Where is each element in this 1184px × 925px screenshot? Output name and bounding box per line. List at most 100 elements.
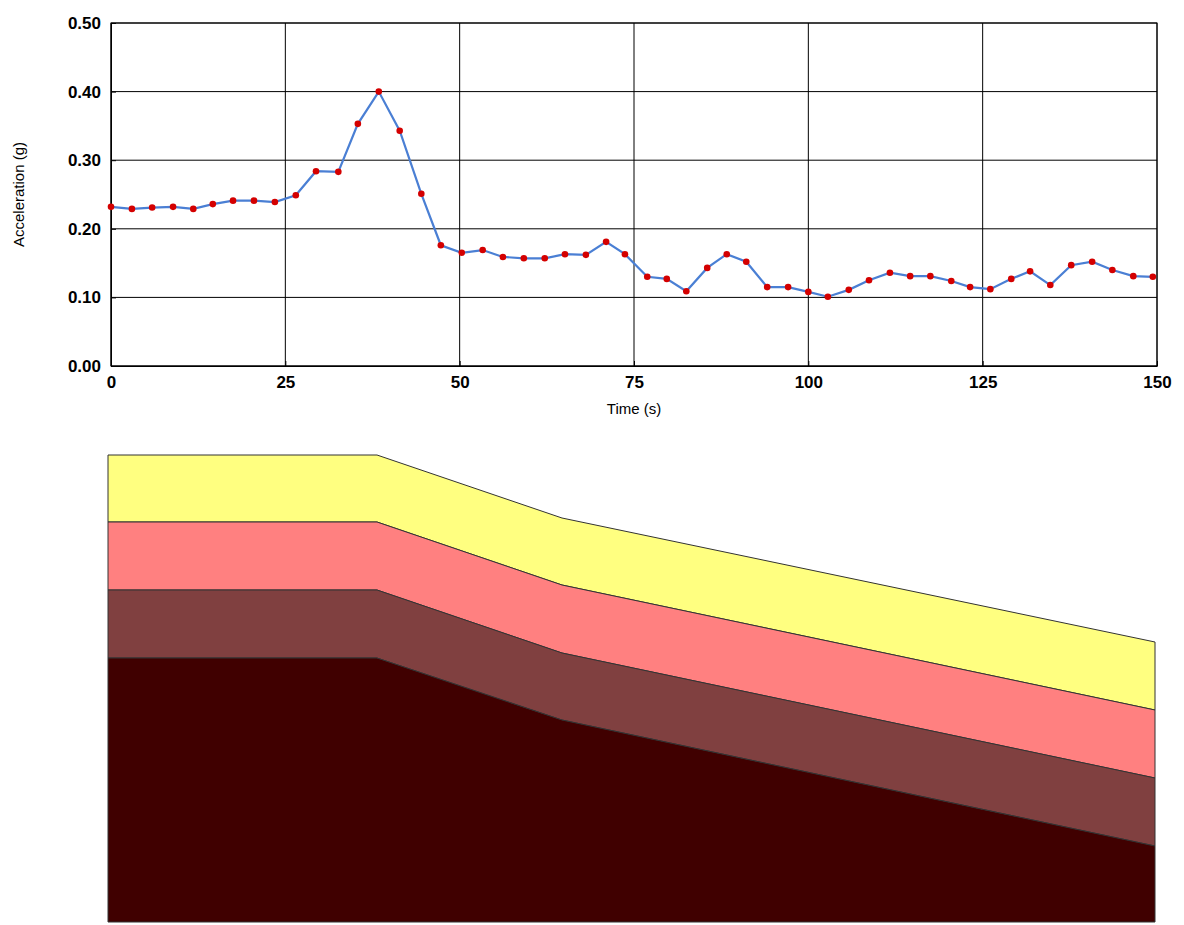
- marker: [603, 239, 610, 246]
- marker: [764, 284, 771, 291]
- y-axis-title: Acceleration (g): [10, 142, 27, 247]
- tick-mark: [111, 229, 116, 230]
- tick-mark: [111, 92, 116, 93]
- tick: 0.00: [68, 357, 116, 376]
- marker: [583, 252, 590, 259]
- tick-mark: [285, 361, 286, 366]
- tick-label: 0.40: [68, 83, 101, 102]
- marker: [149, 204, 156, 211]
- marker: [541, 255, 548, 262]
- marker: [743, 258, 750, 265]
- marker: [887, 269, 894, 276]
- marker: [170, 204, 177, 211]
- marker: [108, 204, 115, 211]
- marker: [562, 251, 569, 258]
- grid-line: [634, 23, 635, 366]
- marker: [663, 276, 670, 283]
- slope-section: [108, 455, 1155, 922]
- tick: 0.10: [68, 288, 116, 307]
- marker: [418, 191, 425, 198]
- tick-mark: [111, 297, 116, 298]
- marker: [866, 277, 873, 284]
- tick-label: 100: [795, 373, 823, 392]
- marker: [458, 250, 465, 257]
- grid-line: [111, 91, 1157, 92]
- grid-line: [111, 160, 1157, 161]
- soil-layer: [108, 658, 1155, 922]
- marker: [313, 168, 320, 175]
- marker: [1130, 273, 1137, 280]
- tick-mark: [1157, 361, 1158, 366]
- marker: [704, 265, 711, 272]
- tick-label: 0.50: [68, 14, 101, 33]
- marker: [355, 121, 362, 128]
- axis-line: [112, 366, 1158, 367]
- marker: [335, 169, 342, 176]
- tick: 125: [969, 361, 997, 392]
- marker: [251, 197, 258, 204]
- tick-label: 50: [451, 373, 470, 392]
- grid-line: [459, 23, 460, 366]
- tick: 100: [795, 361, 823, 392]
- tick-label: 0: [107, 373, 116, 392]
- tick-label: 125: [969, 373, 997, 392]
- tick: 25: [276, 361, 295, 392]
- marker: [230, 197, 237, 204]
- grid-line: [982, 23, 983, 366]
- marker: [825, 293, 832, 300]
- marker: [723, 251, 730, 258]
- tick-mark: [460, 361, 461, 366]
- marker: [1008, 276, 1015, 283]
- marker: [292, 192, 299, 199]
- tick: 0.20: [68, 220, 116, 239]
- tick-mark: [634, 361, 635, 366]
- axis-line: [111, 24, 112, 367]
- plot-frame: [111, 23, 1157, 366]
- tick-label: 0.30: [68, 151, 101, 170]
- marker: [967, 284, 974, 291]
- tick-mark: [808, 361, 809, 366]
- figure: 0 25 50 75 100 125 150 0.00 0.10 0.20 0.30 0.40 0.50…: [0, 0, 1184, 925]
- marker: [521, 255, 528, 262]
- marker: [500, 254, 507, 261]
- marker: [805, 289, 812, 296]
- marker: [438, 242, 445, 249]
- marker: [644, 274, 651, 281]
- x-axis-title: Time (s): [607, 400, 661, 417]
- grid-line: [808, 23, 809, 366]
- tick-mark: [111, 160, 116, 161]
- tick: 50: [451, 361, 470, 392]
- tick-label: 75: [625, 373, 644, 392]
- grid-line: [285, 23, 286, 366]
- tick-mark: [983, 361, 984, 366]
- tick-label: 0.20: [68, 220, 101, 239]
- marker: [683, 288, 690, 295]
- marker: [1027, 268, 1034, 275]
- tick: 75: [625, 361, 644, 392]
- tick-mark: [111, 23, 116, 24]
- marker: [1109, 267, 1116, 274]
- marker: [622, 251, 629, 258]
- marker: [479, 247, 486, 254]
- x-axis: 0 25 50 75 100 125 150: [107, 361, 1172, 392]
- tick-label: 25: [276, 373, 295, 392]
- marker: [272, 199, 279, 206]
- marker: [129, 206, 136, 213]
- marker: [948, 278, 955, 285]
- tick-label: 0.10: [68, 288, 101, 307]
- marker: [396, 127, 403, 134]
- marker: [375, 88, 382, 95]
- marker: [1047, 282, 1054, 289]
- tick-mark: [111, 366, 116, 367]
- grid-line: [111, 297, 1157, 298]
- series: [108, 88, 1156, 300]
- marker: [785, 284, 792, 291]
- plot: 0 25 50 75 100 125 150 0.00 0.10 0.20 0.30 0.40 0.50: [68, 14, 1172, 392]
- tick: 150: [1143, 361, 1171, 392]
- marker: [210, 201, 217, 208]
- y-axis: 0.00 0.10 0.20 0.30 0.40 0.50: [68, 14, 116, 376]
- marker: [1089, 258, 1096, 265]
- line: [111, 92, 1153, 297]
- marker: [190, 206, 197, 213]
- marker: [845, 287, 852, 294]
